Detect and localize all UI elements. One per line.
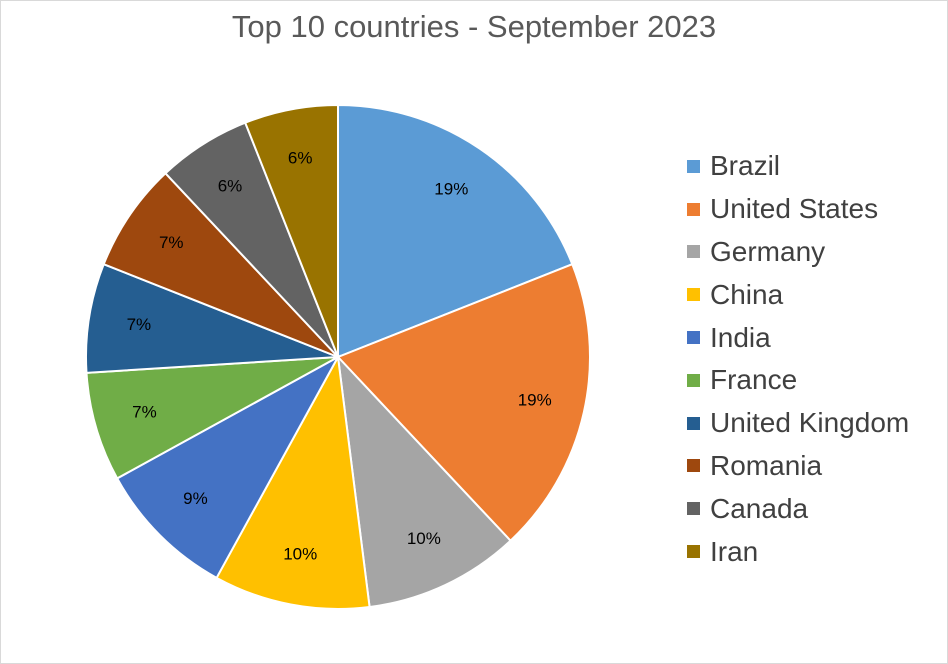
pie-slice-india xyxy=(115,354,341,580)
legend-label: Brazil xyxy=(710,150,781,182)
legend-swatch xyxy=(687,545,700,559)
legend-label: Germany xyxy=(710,235,826,267)
legend-swatch xyxy=(687,245,700,259)
legend-label: Romania xyxy=(710,449,823,481)
data-label-china: 10% xyxy=(283,545,317,564)
pie-slice-iran xyxy=(243,103,339,358)
data-label-romania: 7% xyxy=(159,233,184,252)
data-label-brazil: 19% xyxy=(434,180,468,199)
pie-slice-germany xyxy=(336,354,512,609)
legend-item-iran: Iran xyxy=(687,530,945,573)
legend-item-germany: Germany xyxy=(687,231,945,274)
legend-swatch xyxy=(687,159,700,173)
pie-slice-brazil xyxy=(337,103,574,359)
pie-slice-france xyxy=(85,356,339,480)
legend-item-india: India xyxy=(687,316,945,359)
legend-label: United States xyxy=(710,193,879,225)
legend-label: China xyxy=(710,278,784,310)
legend-label: France xyxy=(710,364,798,396)
legend-swatch xyxy=(687,373,700,387)
legend-swatch xyxy=(687,416,700,430)
data-label-united-kingdom: 7% xyxy=(127,315,152,334)
legend-label: Iran xyxy=(710,535,759,567)
legend-label: Canada xyxy=(710,492,809,524)
data-label-france: 7% xyxy=(132,403,157,422)
legend-swatch xyxy=(687,288,700,302)
pie-slice-romania xyxy=(102,171,339,358)
pie-slice-united-states xyxy=(336,262,591,543)
legend-item-brazil: Brazil xyxy=(687,145,945,188)
legend-item-united-states: United States xyxy=(687,188,945,231)
chart-legend: Brazil United States Germany China India Fran… xyxy=(687,145,945,573)
legend-label: United Kingdom xyxy=(710,407,910,439)
legend-item-france: France xyxy=(687,359,945,402)
legend-item-romania: Romania xyxy=(687,445,945,488)
legend-item-united-kingdom: United Kingdom xyxy=(687,402,945,445)
pie-slice-china xyxy=(215,353,371,610)
data-label-united-states: 19% xyxy=(518,390,552,409)
legend-label: India xyxy=(710,321,771,353)
chart-title: Top 10 countries - September 2023 xyxy=(231,9,717,44)
data-label-canada: 6% xyxy=(218,176,243,195)
legend-swatch xyxy=(687,502,700,516)
data-label-germany: 10% xyxy=(407,529,441,548)
pie-slice-united-kingdom xyxy=(85,262,339,374)
data-label-iran: 6% xyxy=(288,148,313,167)
legend-swatch xyxy=(687,202,700,216)
legend-swatch xyxy=(687,459,700,473)
legend-swatch xyxy=(687,331,700,345)
legend-item-canada: Canada xyxy=(687,487,945,530)
legend-item-china: China xyxy=(687,273,945,316)
data-label-india: 9% xyxy=(183,489,208,508)
